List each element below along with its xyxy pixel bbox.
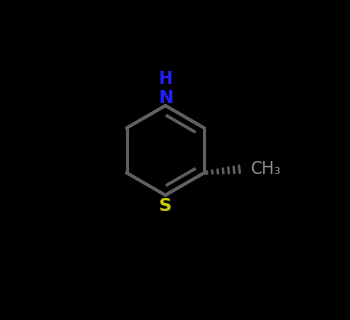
Text: CH₃: CH₃: [250, 160, 281, 178]
Text: N: N: [158, 89, 173, 107]
Text: H: H: [159, 70, 172, 88]
Text: S: S: [159, 197, 172, 215]
